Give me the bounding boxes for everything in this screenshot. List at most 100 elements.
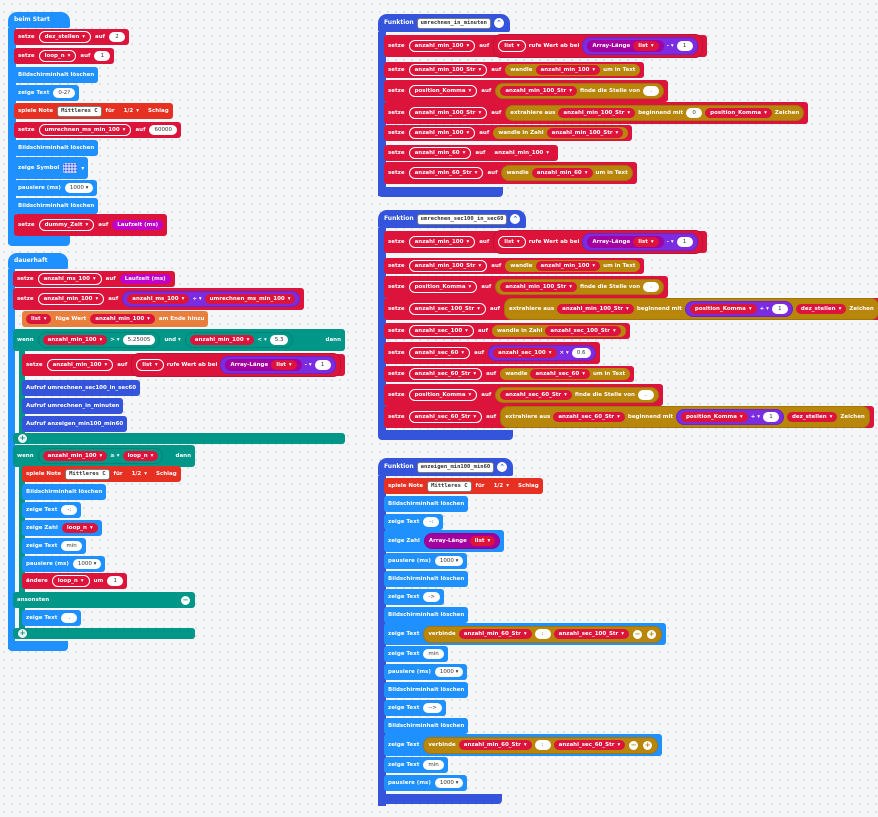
separator-input[interactable]: : xyxy=(534,629,551,639)
value-input[interactable]: 5.25005 xyxy=(122,335,156,345)
show-text-block[interactable]: zeige Text min xyxy=(384,757,448,773)
var-dropdown[interactable]: dummy_Zeit xyxy=(38,219,95,231)
var-reporter[interactable]: anzahl_min_100_Str xyxy=(500,282,577,292)
pause-input[interactable]: 1000 xyxy=(72,559,102,569)
substring-reporter[interactable]: extrahiere aus anzahl_min_100_Str beginn… xyxy=(505,105,805,121)
var-reporter[interactable]: anzahl_min_100 xyxy=(189,335,255,345)
add-item-icon[interactable]: + xyxy=(646,628,658,640)
operator-dropdown[interactable]: + xyxy=(751,413,760,421)
duration-dropdown[interactable]: 1/2 xyxy=(488,481,515,491)
find-index-reporter[interactable]: anzahl_sec_60_Str finde die Stelle von . xyxy=(495,387,659,403)
substring-reporter[interactable]: extrahiere aus anzahl_sec_60_Str beginne… xyxy=(500,406,870,428)
note-input[interactable]: Mittleres C xyxy=(65,468,110,480)
var-dropdown[interactable]: umrechnen_ms_min_100 xyxy=(38,124,132,136)
var-dropdown[interactable]: anzahl_min_100 xyxy=(37,293,105,305)
operator-dropdown[interactable]: ÷ xyxy=(192,295,201,303)
var-reporter[interactable]: anzahl_ms_100 xyxy=(127,294,190,304)
var-reporter[interactable]: loop_n xyxy=(61,523,98,533)
value-input[interactable]: 1 xyxy=(762,412,779,422)
pause-input[interactable]: 1000 xyxy=(434,556,464,566)
operator-dropdown[interactable]: - xyxy=(667,42,674,50)
var-dropdown[interactable]: anzahl_min_100 xyxy=(408,127,476,139)
led-grid-icon[interactable] xyxy=(63,163,78,173)
show-text-block[interactable]: zeige Text min xyxy=(384,646,448,662)
set-from-list-block[interactable]: setze anzahl_min_100 auf list rufe Wert … xyxy=(22,353,345,377)
pause-block[interactable]: pausiere (ms) 1000 xyxy=(384,775,468,791)
join-reporter[interactable]: verbinde anzahl_min_60_Str : anzahl_sec_… xyxy=(423,736,659,754)
add-else-icon[interactable]: + xyxy=(17,628,28,639)
call-minuten-block[interactable]: Aufruf umrechnen_in_minuten xyxy=(22,398,124,414)
show-text-block[interactable]: zeige Text -> xyxy=(384,589,444,605)
var-dropdown[interactable]: anzahl_sec_100_Str xyxy=(408,303,486,315)
var-dropdown[interactable]: loop_n xyxy=(51,575,90,587)
var-dropdown[interactable]: anzahl_min_60 xyxy=(408,147,472,159)
clear-screen-block[interactable]: Bildschirminhalt löschen xyxy=(14,67,99,83)
pause-input[interactable]: 1000 xyxy=(434,778,464,788)
remove-item-icon[interactable]: − xyxy=(628,739,640,751)
operator-dropdown[interactable]: < xyxy=(257,336,266,344)
convert-text-reporter[interactable]: wandle anzahl_min_100 um in Text xyxy=(505,64,641,76)
var-reporter[interactable]: anzahl_min_100_Str xyxy=(546,128,624,138)
set-loop-n-block[interactable]: setze loop_n auf 1 xyxy=(14,48,115,64)
value-input[interactable]: 1 xyxy=(676,237,693,247)
multiply-reporter[interactable]: anzahl_sec_100 × 0.6 xyxy=(488,345,596,361)
else-row[interactable]: ansonsten − xyxy=(13,592,195,608)
convert-text-reporter[interactable]: wandle anzahl_min_60 um in Text xyxy=(501,165,633,181)
set-anzahl-min-block[interactable]: setze anzahl_min_100 auf anzahl_ms_100 ÷… xyxy=(13,288,305,310)
set-umrechnen-block[interactable]: setze umrechnen_ms_min_100 auf 60000 xyxy=(14,122,181,138)
play-note-block[interactable]: spiele Note Mittleres C für 1/2 Schlag xyxy=(14,103,173,119)
var-dropdown[interactable]: anzahl_min_100 xyxy=(408,40,476,52)
text-input[interactable]: --> xyxy=(423,703,442,713)
function-name-input[interactable]: anzeigen_min100_min60 xyxy=(416,461,495,473)
array-get-reporter[interactable]: list rufe Wert ab bei Array-Länge list -… xyxy=(493,34,703,58)
set-dez-stellen-block[interactable]: setze dez_stellen auf 2 xyxy=(14,29,130,45)
var-dropdown[interactable]: anzahl_ms_100 xyxy=(37,273,102,285)
pause-block[interactable]: pausiere (ms) 1000 xyxy=(22,556,106,572)
show-text-block[interactable]: zeige Text 0-2? xyxy=(14,85,80,101)
text-input[interactable]: min xyxy=(423,760,444,770)
var-reporter[interactable]: anzahl_sec_100 xyxy=(493,348,557,358)
plus-reporter[interactable]: position_Komma + 1 xyxy=(675,409,784,425)
list-var-reporter[interactable]: list xyxy=(498,40,526,52)
var-reporter[interactable]: position_Komma xyxy=(705,108,772,118)
plus-reporter[interactable]: position_Komma + 1 xyxy=(684,301,793,317)
var-dropdown[interactable]: position_Komma xyxy=(408,85,478,97)
pause-block[interactable]: pausiere (ms) 1000 xyxy=(384,553,468,569)
set-find-index-block[interactable]: setze position_Komma auf anzahl_min_100_… xyxy=(384,276,669,298)
clear-screen-block[interactable]: Bildschirminhalt löschen xyxy=(384,682,469,698)
var-reporter[interactable]: position_Komma xyxy=(689,304,757,314)
show-joined-text-block[interactable]: zeige Text verbinde anzahl_min_60_Str : … xyxy=(384,734,663,756)
text-input[interactable]: . xyxy=(637,390,654,400)
collapse-icon[interactable]: ⌃ xyxy=(510,214,521,224)
value-input[interactable]: 1 xyxy=(314,360,331,370)
convert-text-reporter[interactable]: wandle anzahl_min_100 um in Text xyxy=(505,260,641,272)
var-dropdown[interactable]: position_Komma xyxy=(408,389,478,401)
show-text-block[interactable]: zeige Text . xyxy=(22,610,82,626)
var-reporter[interactable]: anzahl_min_100 xyxy=(489,148,555,158)
operator-dropdown[interactable]: × xyxy=(560,349,569,357)
value-input[interactable]: 60000 xyxy=(149,125,177,135)
text-input[interactable]: -: xyxy=(61,505,78,515)
var-reporter[interactable]: anzahl_min_100_Str xyxy=(558,108,636,118)
set-to-text-block[interactable]: setze anzahl_min_100_Str auf wandle anza… xyxy=(384,258,645,274)
show-text-block[interactable]: zeige Text -: xyxy=(384,514,444,530)
clear-screen-block[interactable]: Bildschirminhalt löschen xyxy=(384,496,469,512)
value-input[interactable]: 5.3 xyxy=(269,335,289,345)
forever-hat[interactable]: dauerhaft xyxy=(8,253,68,269)
clear-screen-block[interactable]: Bildschirminhalt löschen xyxy=(14,198,99,214)
var-dropdown[interactable]: loop_n xyxy=(38,50,77,62)
minus-reporter[interactable]: Array-Länge list - 1 xyxy=(582,233,698,251)
var-dropdown[interactable]: anzahl_min_100 xyxy=(408,236,476,248)
pause-input[interactable]: 1000 xyxy=(434,667,464,677)
show-number-block[interactable]: zeige Zahl Array-Länge list xyxy=(384,530,505,552)
list-var-reporter[interactable]: list xyxy=(498,236,526,248)
clear-screen-block[interactable]: Bildschirminhalt löschen xyxy=(14,140,99,156)
operator-dropdown[interactable]: ≥ xyxy=(110,452,119,460)
play-note-block[interactable]: spiele Note Mittleres C für 1/2 Schlag xyxy=(384,478,543,494)
call-anzeigen-block[interactable]: Aufruf anzeigen_min100_min60 xyxy=(22,416,128,432)
set-substring-block[interactable]: setze anzahl_sec_100_Str auf extrahiere … xyxy=(384,298,878,320)
var-reporter[interactable]: anzahl_sec_60 xyxy=(530,369,590,379)
operator-dropdown[interactable]: - xyxy=(667,238,674,246)
array-push-block[interactable]: list füge Wert anzahl_min_100 am Ende hi… xyxy=(22,311,209,327)
array-get-reporter[interactable]: list rufe Wert ab bei Array-Länge list -… xyxy=(131,353,341,377)
